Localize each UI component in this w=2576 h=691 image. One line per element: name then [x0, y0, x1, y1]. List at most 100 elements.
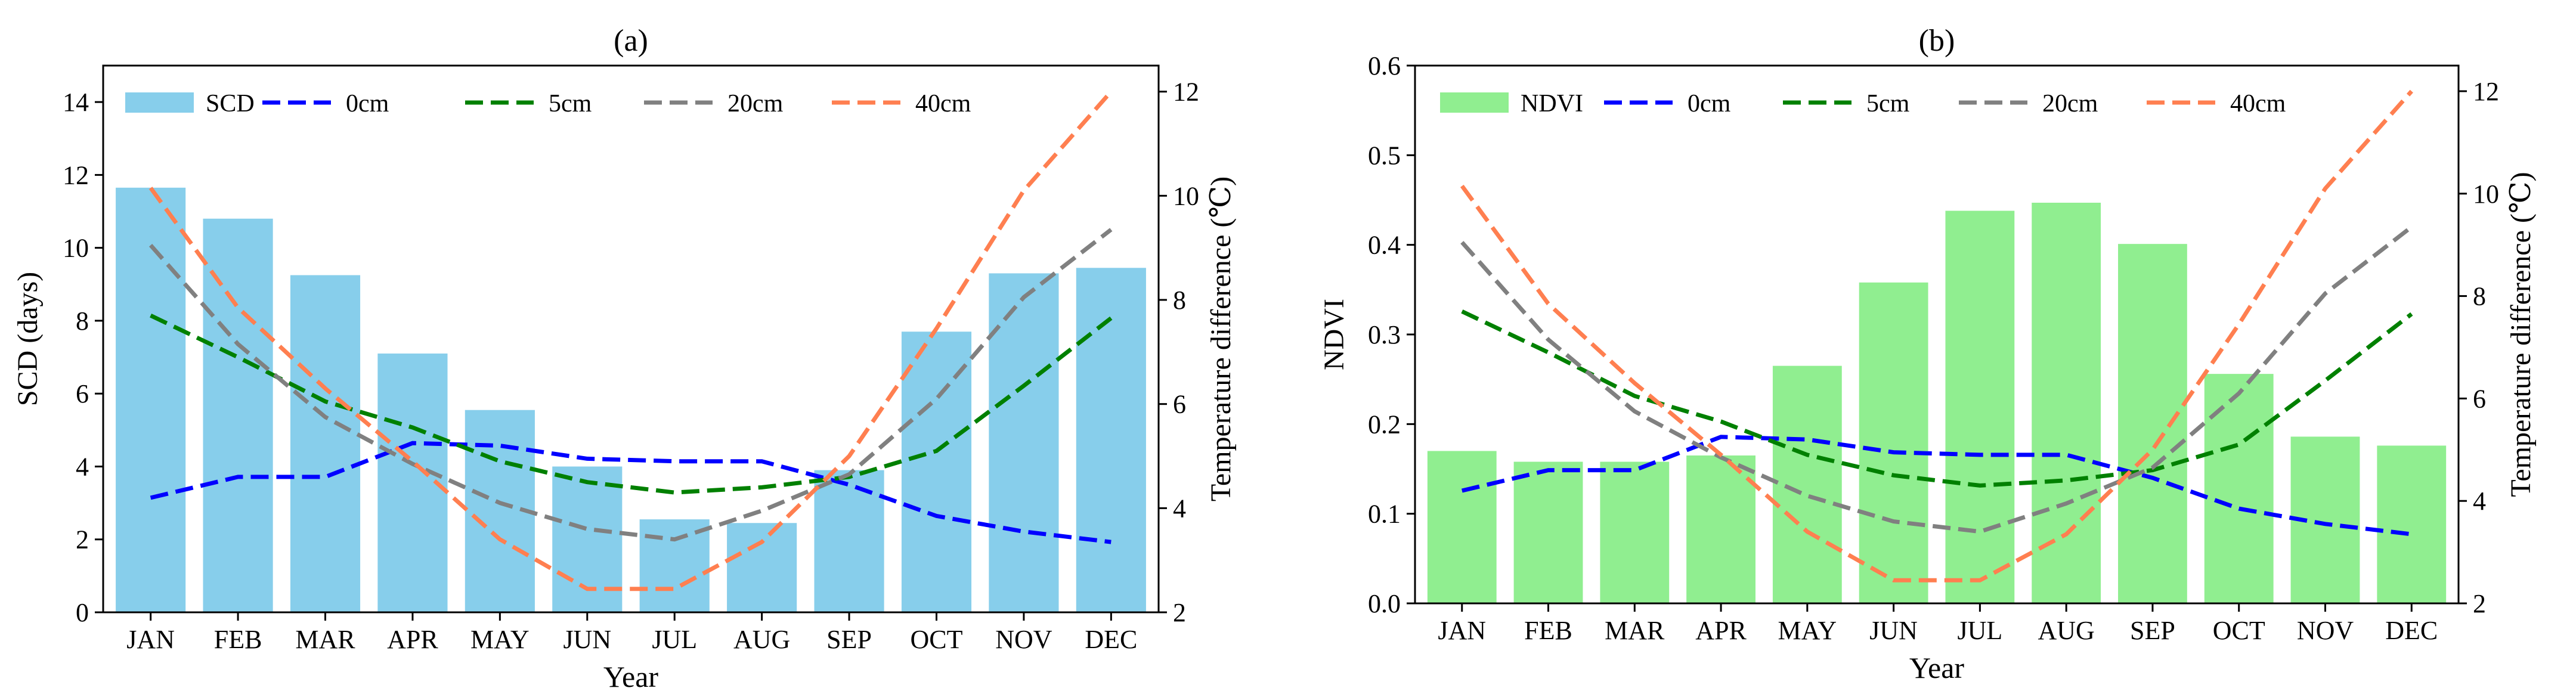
y2-tick-label: 4: [1173, 494, 1186, 523]
y2-tick-label: 2: [2473, 589, 2486, 618]
x-tick-label: JUN: [563, 625, 611, 654]
line-20cm: [1460, 225, 2413, 534]
bar-oct: [901, 331, 972, 612]
x-tick-label: APR: [1695, 616, 1747, 645]
line-0cm: [1461, 435, 2412, 537]
line-20cm: [148, 228, 1113, 542]
y2-tick-label: 10: [2473, 179, 2499, 209]
y-tick-label: 0.6: [1368, 51, 1401, 80]
bar-aug: [2032, 203, 2101, 603]
x-tick-label: MAY: [1778, 616, 1837, 645]
y2-tick-label: 8: [2473, 282, 2486, 311]
legend-label: 5cm: [1866, 90, 1910, 117]
y-tick-label: 0.5: [1368, 141, 1401, 170]
y-tick-label: 0.0: [1368, 589, 1401, 618]
legend-label: 20cm: [727, 90, 784, 117]
legend-label: 0cm: [1688, 90, 1731, 117]
line-5cm: [150, 314, 1113, 495]
legend-swatch-scd: [125, 92, 194, 113]
bar-feb: [1513, 461, 1583, 603]
y-tick-label: 0.1: [1368, 500, 1401, 529]
x-tick-label: APR: [387, 625, 438, 654]
x-tick-label: DEC: [2385, 616, 2438, 645]
chart-title: (a): [614, 24, 648, 58]
legend-label: NDVI: [1521, 90, 1583, 117]
x-tick-label: SEP: [826, 625, 872, 654]
y2-tick-label: 12: [2473, 77, 2499, 106]
y-tick-label: 8: [76, 306, 89, 336]
y-axis-label: NDVI: [1318, 299, 1350, 370]
y2-tick-label: 8: [1173, 286, 1186, 315]
x-tick-label: JAN: [1438, 616, 1486, 645]
bar-oct: [2204, 374, 2274, 603]
x-tick-label: FEB: [1524, 616, 1572, 645]
panel-b: 0.0 0.1 0.2 0.3 0.4 0.5 0.6 2 4 6 8 10 12 JAN FEB MAR AP…: [1318, 24, 2537, 684]
y-axis-label: SCD (days): [12, 272, 44, 406]
bar-feb: [203, 218, 273, 612]
y-tick-label: 12: [63, 160, 89, 190]
bar-may: [1772, 365, 1842, 603]
bar-jun: [1859, 282, 1928, 604]
line-40cm: [148, 90, 1113, 591]
y2-tick-label: 2: [1173, 598, 1186, 627]
legend-label: 40cm: [915, 90, 971, 117]
x-tick-label: SEP: [2130, 616, 2175, 645]
x-axis-label: Year: [603, 660, 658, 691]
y2-tick-label: 6: [2473, 384, 2486, 413]
plot-frame: [102, 64, 1160, 613]
bar-apr: [1686, 455, 1755, 603]
bar-nov: [989, 273, 1059, 613]
x-tick-label: NOV: [2297, 616, 2354, 645]
legend-label: 40cm: [2230, 90, 2286, 117]
bar-sep: [814, 470, 884, 612]
legend-label: 5cm: [549, 90, 592, 117]
y-tick-label: 10: [63, 234, 89, 263]
x-tick-label: JUL: [652, 625, 697, 654]
y2-tick-label: 12: [1173, 78, 1199, 107]
y-tick-label: 2: [76, 525, 89, 554]
bar-dec: [2377, 445, 2447, 603]
bar-jul: [1945, 210, 2015, 603]
y-tick-label: 14: [63, 88, 89, 117]
x-tick-label: MAR: [1605, 616, 1665, 645]
x-axis-label: Year: [1909, 651, 1964, 684]
x-tick-label: DEC: [1085, 625, 1137, 654]
y-tick-label: 6: [76, 379, 89, 408]
x-tick-label: OCT: [2213, 616, 2265, 645]
panel-a: 0 2 4 6 8 10 12 14 2 4 6 8 10 12 JAN FEB MAR APR MAY JUN JUL…: [12, 24, 1237, 691]
legend-label: SCD: [206, 90, 255, 117]
x-tick-label: MAY: [470, 625, 530, 654]
x-tick-label: AUG: [2038, 616, 2094, 645]
y2-tick-label: 6: [1173, 390, 1186, 419]
y-tick-label: 0.3: [1368, 320, 1401, 349]
line-40cm: [1460, 89, 2413, 582]
y2-tick-label: 4: [2473, 487, 2486, 516]
legend-label: 20cm: [2042, 90, 2098, 117]
bar-aug: [727, 523, 797, 612]
legend-label: 0cm: [346, 90, 389, 117]
x-tick-label: MAR: [295, 625, 355, 654]
bar-mar: [290, 275, 361, 612]
bar-mar: [1600, 461, 1670, 603]
x-tick-label: JUL: [1957, 616, 2002, 645]
x-tick-label: JAN: [126, 625, 175, 654]
y2-axis-label: Temperature difference (℃): [1205, 176, 1237, 501]
bar-dec: [1076, 268, 1146, 612]
bar-sep: [2118, 244, 2187, 603]
line-0cm: [150, 441, 1111, 544]
legend-swatch-ndvi: [1440, 92, 1509, 113]
bar-jan: [1427, 451, 1497, 603]
y-tick-label: 4: [76, 452, 89, 481]
y-tick-label: 0: [76, 598, 89, 627]
y2-axis-label: Temperature difference (℃): [2505, 172, 2537, 497]
x-tick-label: NOV: [995, 625, 1052, 654]
x-tick-label: AUG: [733, 625, 790, 654]
x-tick-label: FEB: [214, 625, 262, 654]
x-tick-label: OCT: [910, 625, 962, 654]
line-5cm: [1461, 309, 2413, 488]
y-tick-label: 0.2: [1368, 410, 1401, 439]
chart-title: (b): [1919, 24, 1955, 58]
x-tick-label: JUN: [1869, 616, 1918, 645]
bar-jan: [116, 187, 186, 613]
